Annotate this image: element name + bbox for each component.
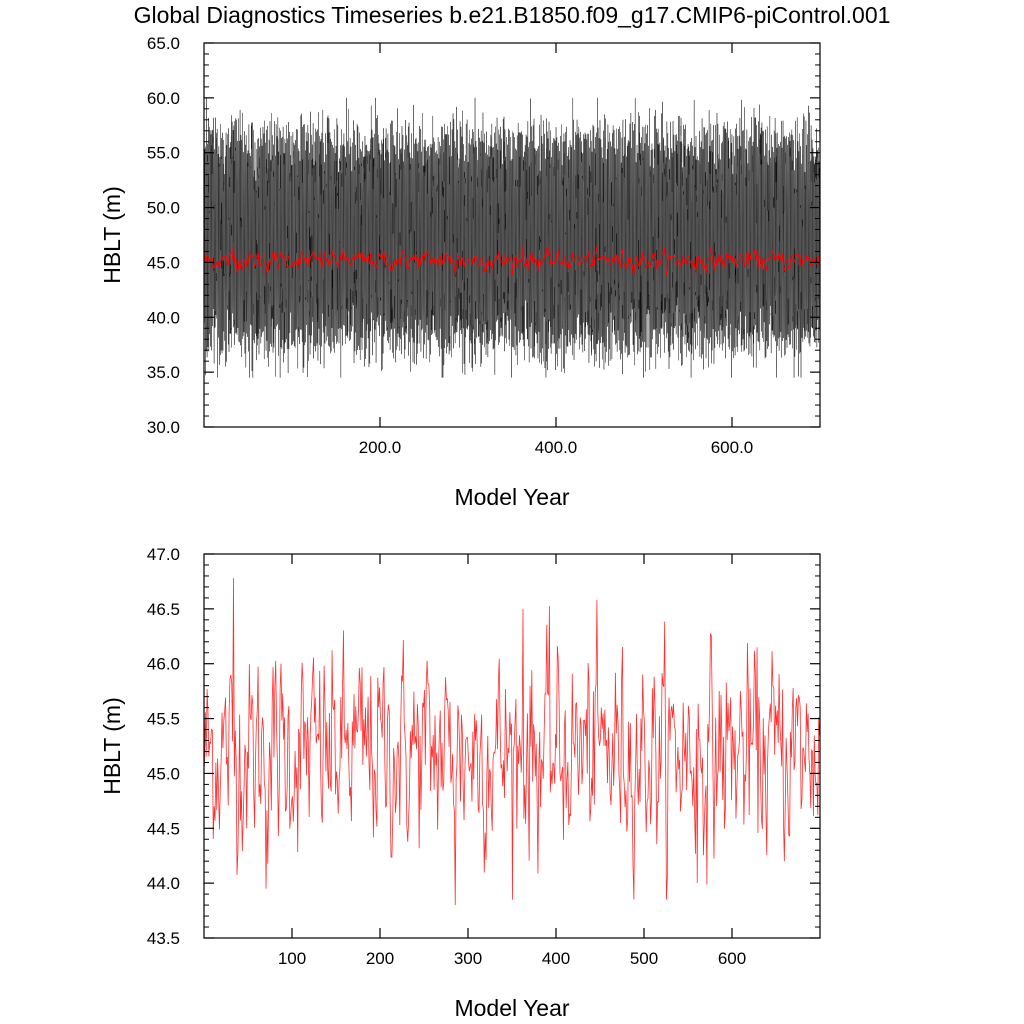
x-tick-label: 300: [454, 949, 482, 968]
plot-frame: [203, 42, 821, 428]
chart-title: Global Diagnostics Timeseries b.e21.B185…: [133, 2, 891, 28]
y-tick-label: 45.0: [147, 764, 180, 783]
monthly-series-line: [203, 97, 821, 378]
x-axis-label: Model Year: [454, 484, 569, 510]
y-tick-label: 45.5: [147, 710, 180, 729]
y-tick-label: 50.0: [147, 199, 180, 218]
y-tick-label: 60.0: [147, 89, 180, 108]
x-tick-label: 600.0: [711, 438, 754, 457]
bottom-panel: 43.5 44.0 44.5 45.0 45.5 46.0 46.5 47.0 100 200 30…: [99, 545, 821, 1021]
y-tick-label: 55.0: [147, 144, 180, 163]
x-tick-label: 400: [542, 949, 570, 968]
y-axis-label: HBLT (m): [99, 186, 125, 284]
x-tick-label: 200.0: [359, 438, 402, 457]
annual-series-line: [203, 242, 820, 276]
plot-frame: [203, 553, 821, 939]
y-tick-label: 46.5: [147, 600, 180, 619]
y-tick-label: 40.0: [147, 308, 180, 327]
y-tick-label: 45.0: [147, 253, 180, 272]
y-tick-label: 43.5: [147, 929, 180, 948]
y-axis-label: HBLT (m): [99, 697, 125, 795]
x-tick-label: 500: [630, 949, 658, 968]
y-tick-label: 47.0: [147, 545, 180, 564]
top-panel: 30.0 35.0 40.0 45.0 50.0 55.0 60.0 65.0 200.0 400…: [99, 34, 821, 510]
annual-series-line: [204, 578, 820, 906]
y-tick-label: 46.0: [147, 655, 180, 674]
x-tick-label: 400.0: [535, 438, 578, 457]
y-tick-label: 44.0: [147, 874, 180, 893]
x-axis-label: Model Year: [454, 995, 569, 1021]
y-tick-label: 65.0: [147, 34, 180, 53]
y-tick-label: 30.0: [147, 418, 180, 437]
y-tick-label: 44.5: [147, 819, 180, 838]
x-tick-label: 200: [366, 949, 394, 968]
x-tick-label: 100: [278, 949, 306, 968]
x-tick-label: 600: [718, 949, 746, 968]
y-tick-label: 35.0: [147, 363, 180, 382]
